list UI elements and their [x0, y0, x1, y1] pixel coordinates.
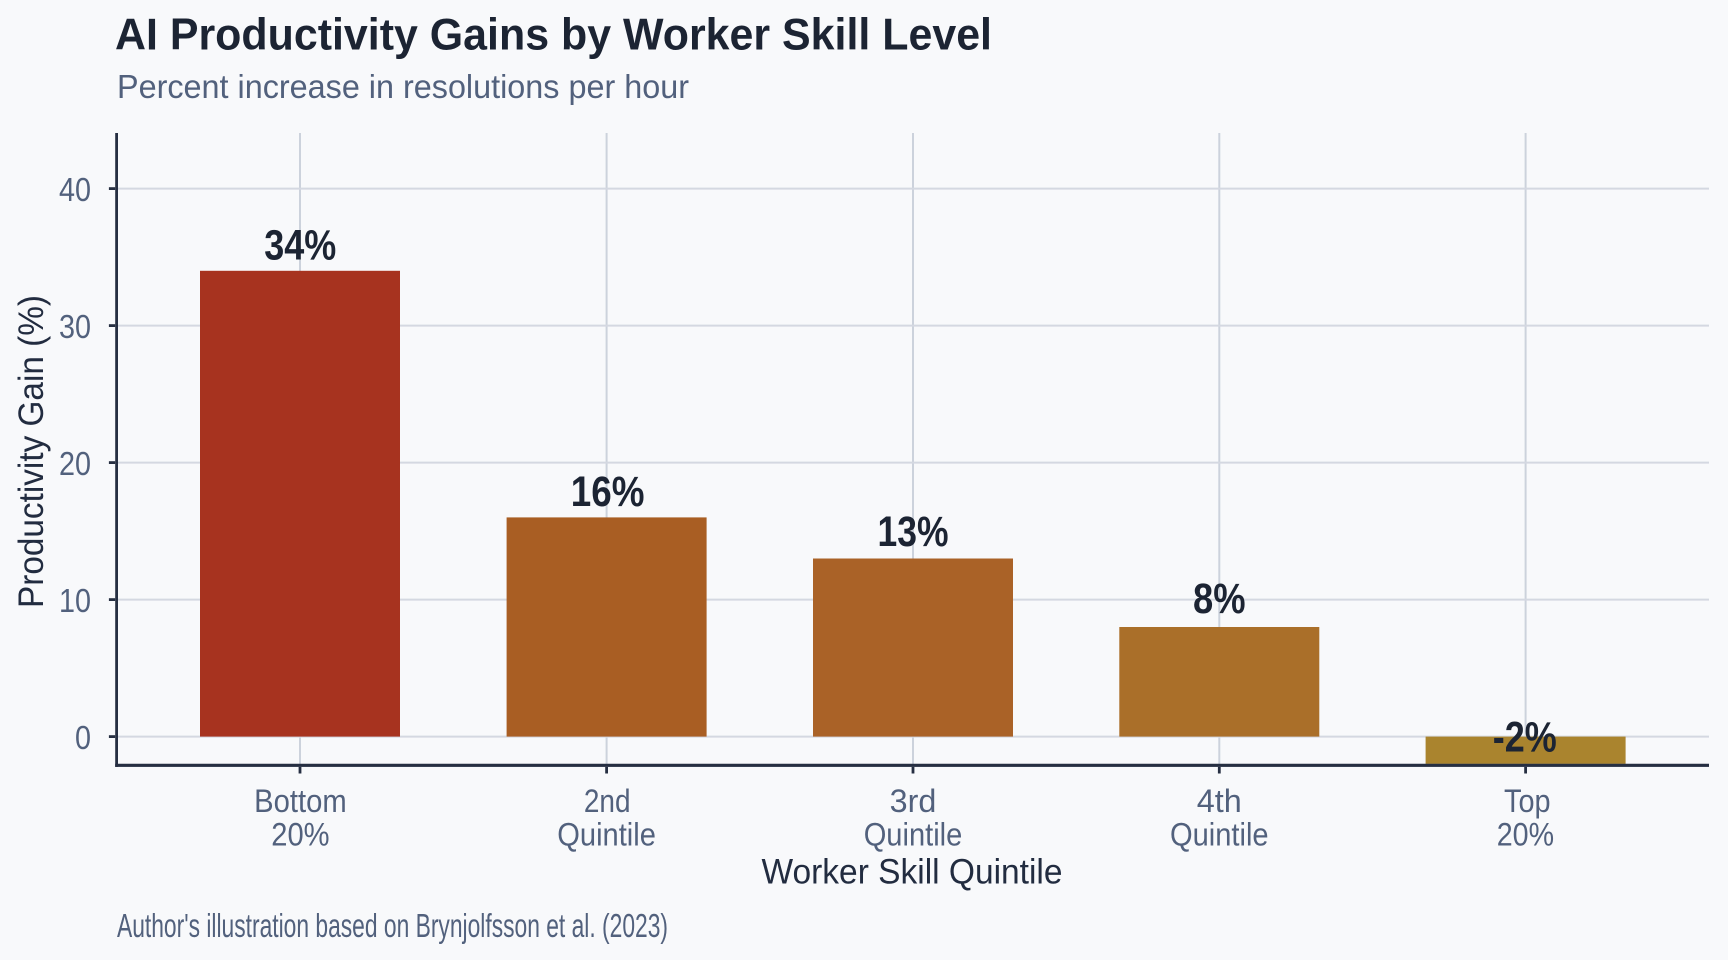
svg-text:2nd: 2nd [584, 783, 631, 819]
svg-text:Percent increase in resolution: Percent increase in resolutions per hour [117, 68, 689, 105]
svg-text:Author's illustration based on: Author's illustration based on Brynjolfs… [117, 907, 668, 944]
svg-text:4th: 4th [1197, 783, 1242, 819]
svg-text:20%: 20% [1497, 816, 1554, 852]
svg-text:Bottom: Bottom [254, 783, 347, 819]
svg-text:-2%: -2% [1493, 715, 1557, 762]
svg-text:30: 30 [59, 308, 91, 345]
svg-text:10: 10 [59, 582, 91, 619]
svg-text:20%: 20% [271, 816, 329, 852]
svg-text:8%: 8% [1193, 576, 1246, 623]
svg-text:34%: 34% [264, 222, 336, 269]
svg-text:Top: Top [1504, 783, 1551, 819]
svg-text:13%: 13% [878, 509, 949, 556]
svg-text:16%: 16% [571, 469, 645, 516]
svg-text:40: 40 [59, 171, 91, 208]
svg-text:0: 0 [75, 719, 91, 756]
svg-text:Quintile: Quintile [557, 816, 656, 852]
svg-text:3rd: 3rd [890, 783, 937, 819]
svg-text:Quintile: Quintile [1170, 816, 1269, 852]
svg-text:Worker Skill Quintile: Worker Skill Quintile [762, 852, 1063, 891]
svg-text:Productivity Gain (%): Productivity Gain (%) [12, 295, 51, 608]
svg-text:AI Productivity Gains by Worke: AI Productivity Gains by Worker Skill Le… [115, 11, 992, 60]
svg-text:20: 20 [59, 445, 91, 482]
svg-text:Quintile: Quintile [864, 816, 963, 852]
